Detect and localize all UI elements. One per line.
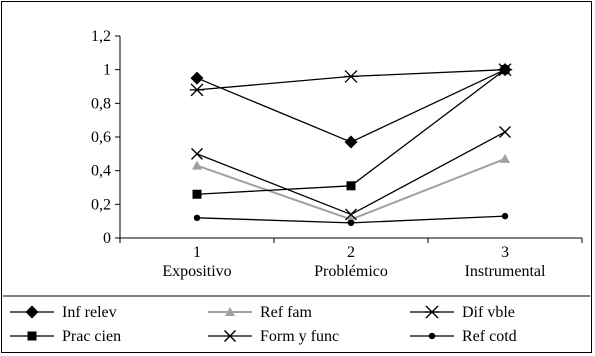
data-point-inf-relev [191,72,204,85]
data-point-ref-cotd [502,213,508,219]
legend-label: Inf relev [62,304,117,321]
diamond-marker [345,136,358,149]
y-tick-label: 0 [103,230,111,247]
data-point-prac-cien [501,65,510,74]
data-point-prac-cien [193,190,202,199]
circle-marker [348,220,354,226]
legend-label: Prac cien [62,328,121,345]
legend-label: Dif vble [462,304,515,321]
y-tick-label: 0,2 [91,196,111,213]
data-point-form-y-func [500,126,511,137]
y-tick-label: 1,2 [91,28,111,45]
legend-item-dif-vble: Dif vble [410,304,515,321]
y-tick-label: 1 [103,62,111,79]
legend-item-prac-cien: Prac cien [10,328,121,345]
legend-label: Ref cotd [462,328,517,345]
legend-label: Form y func [260,328,339,345]
data-point-ref-fam [192,161,202,170]
square-marker [501,65,510,74]
x-tick-label: 2 [347,244,355,261]
x-tick-label: 1 [193,244,201,261]
triangle-marker [192,161,202,170]
legend-marker [28,332,37,341]
circle-marker [502,213,508,219]
square-marker [193,190,202,199]
square-marker [28,332,37,341]
x-category-label: Problémico [314,263,388,280]
legend-marker [429,333,435,339]
legend-marker [425,306,439,318]
data-point-ref-fam [500,154,510,163]
data-point-form-y-func [192,148,203,159]
y-tick-label: 0,4 [91,163,111,180]
series-line-prac-cien [197,70,505,195]
data-point-dif-vble [190,84,204,96]
data-point-prac-cien [347,181,356,190]
y-tick-label: 0,6 [91,129,111,146]
x-tick-label: 3 [501,244,509,261]
data-point-ref-cotd [194,215,200,221]
diamond-marker [191,72,204,85]
data-point-ref-cotd [348,220,354,226]
y-tick-label: 0,8 [91,95,111,112]
series-line-dif-vble [197,70,505,90]
diamond-marker [26,306,39,319]
series-line-inf-relev [197,70,505,142]
legend-item-ref-fam: Ref fam [208,304,313,321]
legend-item-ref-cotd: Ref cotd [410,328,517,345]
circle-marker [429,333,435,339]
x-category-label: Instrumental [465,263,546,280]
data-point-dif-vble [344,70,358,82]
triangle-marker [500,154,510,163]
legend-item-inf-relev: Inf relev [10,304,117,321]
circle-marker [194,215,200,221]
data-point-inf-relev [345,136,358,149]
legend-marker [26,306,39,319]
square-marker [347,181,356,190]
legend-label: Ref fam [260,304,313,321]
x-category-label: Expositivo [162,263,231,280]
legend-item-form-y-func: Form y func [208,328,339,345]
